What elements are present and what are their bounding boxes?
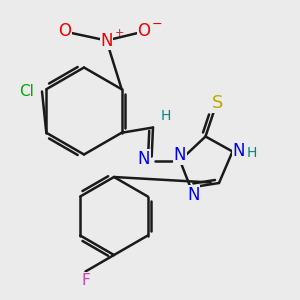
Text: −: − (152, 17, 162, 31)
Text: F: F (81, 273, 90, 288)
Text: N: N (174, 146, 186, 164)
Text: N: N (138, 150, 150, 168)
Text: S: S (212, 94, 223, 112)
Text: O: O (137, 22, 151, 40)
Text: N: N (100, 32, 113, 50)
Text: H: H (160, 109, 171, 123)
Text: H: H (247, 146, 257, 160)
Text: O: O (58, 22, 71, 40)
Text: +: + (114, 28, 124, 38)
Text: Cl: Cl (20, 84, 34, 99)
Text: N: N (187, 186, 200, 204)
Text: N: N (232, 142, 245, 160)
